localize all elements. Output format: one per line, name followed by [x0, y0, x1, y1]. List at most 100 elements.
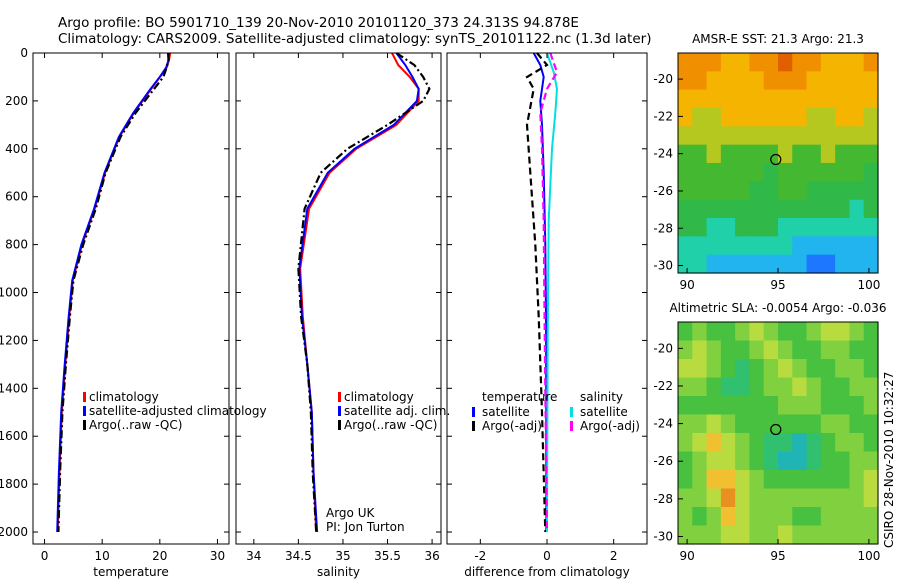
- heatmap-cell: [820, 470, 836, 490]
- heatmap-cell: [806, 414, 822, 434]
- heatmap-cell: [720, 218, 736, 237]
- heatmap-cell: [692, 340, 708, 360]
- heatmap-cell: [849, 507, 865, 527]
- heatmap-cell: [678, 340, 693, 360]
- heatmap-cell: [749, 144, 765, 164]
- heatmap-cell: [820, 377, 836, 397]
- heatmap-cell: [792, 507, 808, 527]
- heatmap-cell: [849, 163, 865, 182]
- legend-swatch: [338, 406, 341, 416]
- x-axis-label: salinity: [317, 565, 360, 579]
- heatmap-cell: [749, 254, 765, 274]
- heatmap-cell: [735, 53, 751, 72]
- heatmap-cell: [763, 340, 779, 360]
- heatmap-cell: [735, 71, 751, 91]
- heatmap-cell: [692, 181, 708, 201]
- heatmap-cell: [792, 144, 808, 164]
- series-sal_argo: [539, 52, 559, 533]
- heatmap-cell: [835, 53, 851, 72]
- heatmap-cell: [735, 359, 751, 379]
- heatmap-cell: [835, 144, 851, 164]
- heatmap-cell: [763, 488, 779, 508]
- heatmap-cell: [849, 340, 865, 360]
- heatmap-cell: [849, 71, 865, 91]
- heatmap-cell: [706, 53, 722, 72]
- legend-swatch: [338, 392, 341, 402]
- heatmap-cell: [678, 377, 693, 397]
- heatmap-cell: [820, 396, 836, 416]
- heatmap-cell: [835, 126, 851, 146]
- y-tick-label: -28: [653, 492, 673, 506]
- heatmap-cell: [792, 71, 808, 91]
- heatmap-cell: [706, 377, 722, 397]
- legend-swatch: [338, 420, 341, 430]
- heatmap-cell: [806, 163, 822, 182]
- heatmap-cell: [835, 507, 851, 527]
- y-tick-label: 2000: [0, 525, 28, 539]
- series-satellite: [56, 52, 170, 533]
- legend-swatch: [83, 420, 86, 430]
- y-tick-label: -28: [653, 221, 673, 235]
- heatmap-cell: [863, 396, 879, 416]
- heatmap-cell: [863, 414, 879, 434]
- map-panel-2: 90 95 100 -20 -22 -24 -26 -28 -30 Altimetric SLA:…: [653, 301, 886, 563]
- heatmap-cell: [749, 433, 765, 453]
- y-tick-label: -30: [653, 529, 673, 543]
- x-tick-label: 35: [335, 549, 350, 563]
- heatmap-cell: [778, 53, 793, 72]
- heatmap-cell: [863, 525, 879, 545]
- heatmap-cell: [763, 89, 779, 109]
- heatmap-cell: [778, 525, 793, 545]
- heatmap-cell: [835, 71, 851, 91]
- heatmap-cell: [749, 396, 765, 416]
- heatmap-cell: [763, 359, 779, 379]
- heatmap-cell: [849, 218, 865, 237]
- heatmap-cell: [863, 433, 879, 453]
- heatmap-cell: [749, 451, 765, 471]
- heatmap-cell: [706, 322, 722, 342]
- heatmap-cell: [749, 340, 765, 360]
- heatmap-cell: [749, 163, 765, 182]
- x-tick-label: 90: [679, 549, 694, 563]
- heatmap-cell: [678, 470, 693, 490]
- heatmap-cell: [820, 199, 836, 219]
- heatmap-cell: [749, 525, 765, 545]
- heatmap-cell: [735, 433, 751, 453]
- heatmap-cell: [806, 254, 822, 274]
- heatmap-cell: [849, 414, 865, 434]
- heatmap-cell: [706, 163, 722, 182]
- legend-label: Argo(..raw -QC): [89, 418, 182, 432]
- y-tick-label: -20: [653, 72, 673, 86]
- heatmap-cell: [749, 507, 765, 527]
- heatmap-cell: [778, 322, 793, 342]
- heatmap-cell: [735, 451, 751, 471]
- heatmap-cell: [849, 488, 865, 508]
- heatmap-cell: [792, 218, 808, 237]
- heatmap-cell: [863, 254, 879, 274]
- x-tick-label: 2: [610, 549, 618, 563]
- heatmap-cell: [735, 507, 751, 527]
- heatmap-cell: [678, 71, 693, 91]
- heatmap-cell: [849, 322, 865, 342]
- heatmap-cell: [835, 254, 851, 274]
- heatmap-cell: [692, 396, 708, 416]
- heatmap-cell: [806, 470, 822, 490]
- y-tick-label: 0: [20, 46, 28, 60]
- heatmap-cell: [735, 163, 751, 182]
- heatmap-cell: [835, 377, 851, 397]
- heatmap-cell: [735, 525, 751, 545]
- heatmap-cell: [835, 433, 851, 453]
- heatmap-cell: [720, 396, 736, 416]
- heatmap-cell: [720, 144, 736, 164]
- heatmap-cell: [720, 340, 736, 360]
- map-title: Altimetric SLA: -0.0054 Argo: -0.036: [669, 301, 886, 315]
- heatmap-cell: [763, 181, 779, 201]
- heatmap-cell: [678, 89, 693, 109]
- heatmap-cell: [849, 359, 865, 379]
- heatmap-cell: [806, 199, 822, 219]
- heatmap-cell: [820, 433, 836, 453]
- heatmap-cell: [820, 414, 836, 434]
- heatmap-cell: [863, 322, 879, 342]
- heatmap-cell: [735, 322, 751, 342]
- heatmap-cell: [735, 218, 751, 237]
